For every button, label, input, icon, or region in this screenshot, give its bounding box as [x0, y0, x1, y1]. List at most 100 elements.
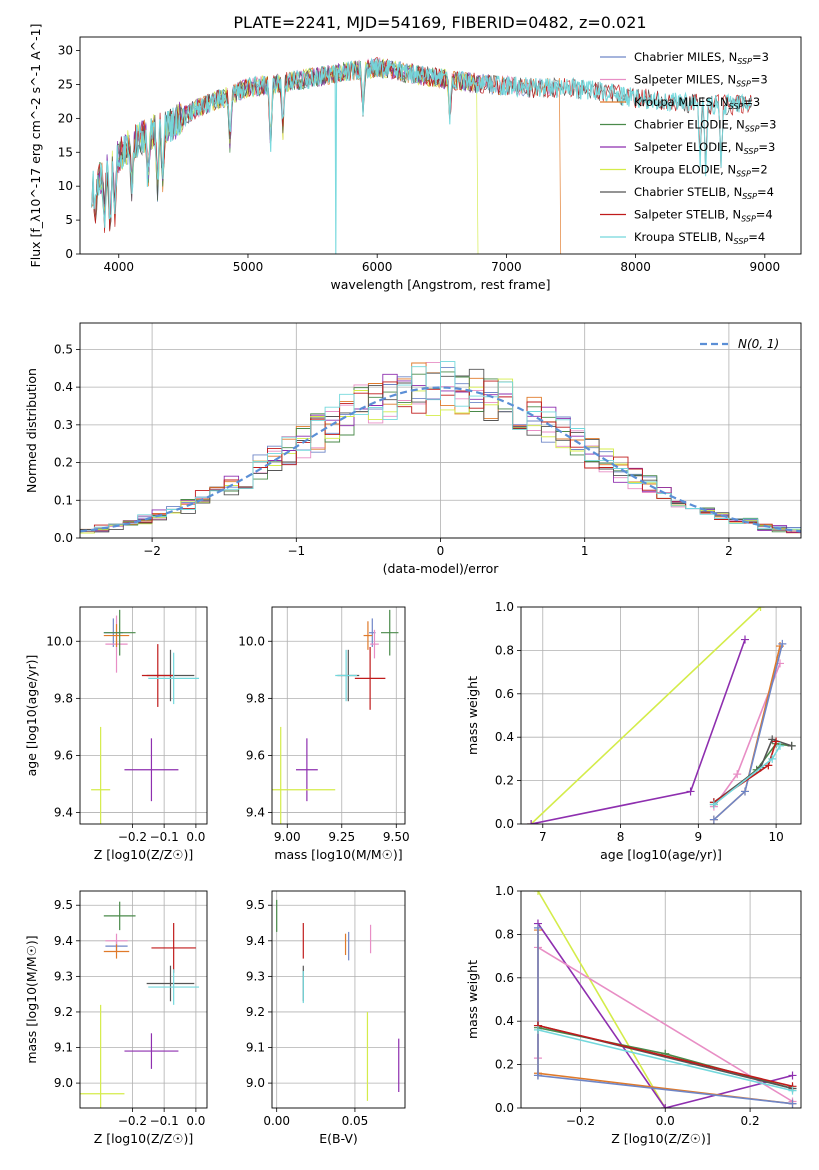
y-tick-label: 0.4: [54, 380, 73, 394]
y-tick-label: 0.2: [54, 456, 73, 470]
y-tick-label: 20: [58, 111, 73, 125]
y-tick-label: 15: [58, 145, 73, 159]
y-tick-label: 0.6: [495, 687, 514, 701]
y-axis-label: mass weight: [465, 960, 480, 1039]
x-tick-label: 9: [695, 830, 703, 844]
errorbar-points: [272, 609, 399, 824]
x-tick-label: 8000: [620, 260, 651, 274]
y-tick-label: 5: [65, 213, 73, 227]
x-tick-label: 7: [539, 830, 547, 844]
weight-marker: [768, 754, 777, 763]
x-axis-label: (data-model)/error: [383, 561, 500, 576]
axes-age-vs-mass: [272, 607, 405, 824]
legend-entry: Kroupa ELODIE, NSSP=2: [634, 163, 768, 179]
weight-marker: [533, 1025, 542, 1034]
weight-marker: [787, 741, 796, 750]
legend-entry: Chabrier ELODIE, NSSP=3: [634, 118, 776, 134]
y-tick-label: 1.0: [495, 884, 514, 898]
x-tick-label: 9000: [750, 260, 781, 274]
weight-lines: [527, 607, 796, 824]
y-tick-label: 10.0: [46, 634, 73, 648]
frame-residuals: −2 −1 0 1 2 0.0 0.1 0.2 0.3 0.4 0.5 (data-model)/er…: [24, 322, 802, 576]
y-axis-label: Flux [f_λ10^-17 erg cm^-2 s^-1 A^-1]: [28, 24, 43, 268]
axes-weight-vs-Z: [521, 890, 801, 1109]
frame-mass-vs-ebv: 0.00 0.05 9.0 9.1 9.2 9.3 9.4 9.5 E(B-V): [246, 890, 406, 1146]
x-axis-label: E(B-V): [319, 1131, 358, 1146]
y-tick-label: 9.6: [246, 748, 265, 762]
frame-mass-vs-Z: −0.2 −0.1 0.0 9.0 9.1 9.2 9.3 9.4 9.5 Z [log10(Z/…: [24, 890, 208, 1146]
x-tick-label: 8: [617, 830, 625, 844]
x-tick-label: −0.1: [150, 830, 179, 844]
y-tick-label: 0.8: [495, 927, 514, 941]
x-tick-label: 0.0: [186, 830, 205, 844]
x-tick-label: 2: [725, 544, 733, 558]
y-tick-label: 9.5: [246, 898, 265, 912]
histogram-legend: N(0, 1): [700, 337, 779, 351]
plot-frame: [79, 890, 208, 1109]
x-tick-label: 0.05: [342, 1114, 369, 1128]
x-tick-label: 9.00: [274, 830, 301, 844]
weight-marker: [709, 815, 718, 824]
x-tick-label: 1: [581, 544, 589, 558]
y-axis-label: mass [log10(M/M☉)]: [24, 935, 39, 1063]
weight-marker: [788, 1099, 797, 1108]
legend-entry: Kroupa STELIB, NSSP=4: [634, 230, 765, 246]
legend-entry: Chabrier MILES, NSSP=3: [634, 50, 769, 66]
y-tick-label: 1.0: [495, 600, 514, 614]
frame-weight-vs-age: 7 8 9 10 0.0 0.2 0.4 0.6 0.8 1.0 age [log10(age/yr…: [465, 600, 802, 862]
x-tick-label: −0.1: [150, 1114, 179, 1128]
y-axis-label: Normed distribution: [24, 368, 39, 493]
y-tick-label: 9.6: [54, 748, 73, 762]
y-tick-label: 9.3: [246, 969, 265, 983]
y-tick-label: 0: [65, 247, 73, 261]
y-tick-label: 9.8: [54, 691, 73, 705]
y-tick-label: 9.8: [246, 691, 265, 705]
x-tick-label: 0.0: [186, 1114, 205, 1128]
axes-mass-vs-Z: [80, 891, 207, 1108]
y-tick-label: 0.6: [495, 971, 514, 985]
weight-marker: [733, 770, 742, 779]
x-tick-label: 0.0: [656, 1114, 675, 1128]
weight-series-line: [537, 891, 666, 1108]
errorbar-points: [91, 609, 200, 824]
axes-age-vs-Z: [80, 607, 207, 824]
weight-marker: [772, 737, 781, 746]
plot-frame: [520, 890, 802, 1109]
y-axis-label: age [log10(age/yr)]: [24, 655, 39, 777]
y-tick-label: 0.4: [495, 1014, 514, 1028]
weight-series-line: [537, 927, 793, 1105]
legend-entry: N(0, 1): [738, 337, 779, 351]
weight-marker: [533, 891, 542, 895]
y-tick-label: 0.0: [54, 531, 73, 545]
weight-marker: [776, 741, 784, 750]
weight-series-line: [537, 923, 793, 1108]
x-tick-label: −0.2: [566, 1114, 595, 1128]
y-tick-label: 25: [58, 77, 73, 91]
y-tick-label: 9.4: [246, 806, 265, 820]
x-tick-label: 5000: [233, 260, 264, 274]
y-tick-label: 9.1: [246, 1041, 265, 1055]
y-tick-label: 0.1: [54, 493, 73, 507]
y-tick-label: 0.4: [495, 730, 514, 744]
y-tick-label: 30: [58, 44, 73, 58]
x-axis-label: wavelength [Angstrom, rest frame]: [330, 277, 550, 292]
weight-marker: [709, 800, 718, 809]
y-tick-label: 0.2: [495, 774, 514, 788]
weight-marker: [741, 635, 749, 644]
x-tick-label: 0.00: [263, 1114, 290, 1128]
weight-series-line: [530, 607, 762, 824]
frame-spectrum: 4000 5000 6000 7000 8000 9000 0 5 10 15 20 25 30 wave…: [28, 24, 802, 292]
x-tick-label: 9.50: [383, 830, 410, 844]
y-tick-label: 9.1: [54, 1041, 73, 1055]
weight-series-line: [537, 1029, 793, 1092]
x-tick-label: −0.2: [118, 1114, 147, 1128]
y-tick-label: 9.3: [54, 969, 73, 983]
y-tick-label: 10.0: [238, 634, 265, 648]
plot-frame: [79, 36, 802, 255]
x-axis-label: Z [log10(Z/Z☉)]: [94, 1131, 194, 1146]
x-tick-label: 9.25: [328, 830, 355, 844]
y-tick-label: 0.8: [495, 643, 514, 657]
legend-entry: Chabrier STELIB, NSSP=4: [634, 185, 774, 201]
weight-marker: [756, 607, 765, 611]
